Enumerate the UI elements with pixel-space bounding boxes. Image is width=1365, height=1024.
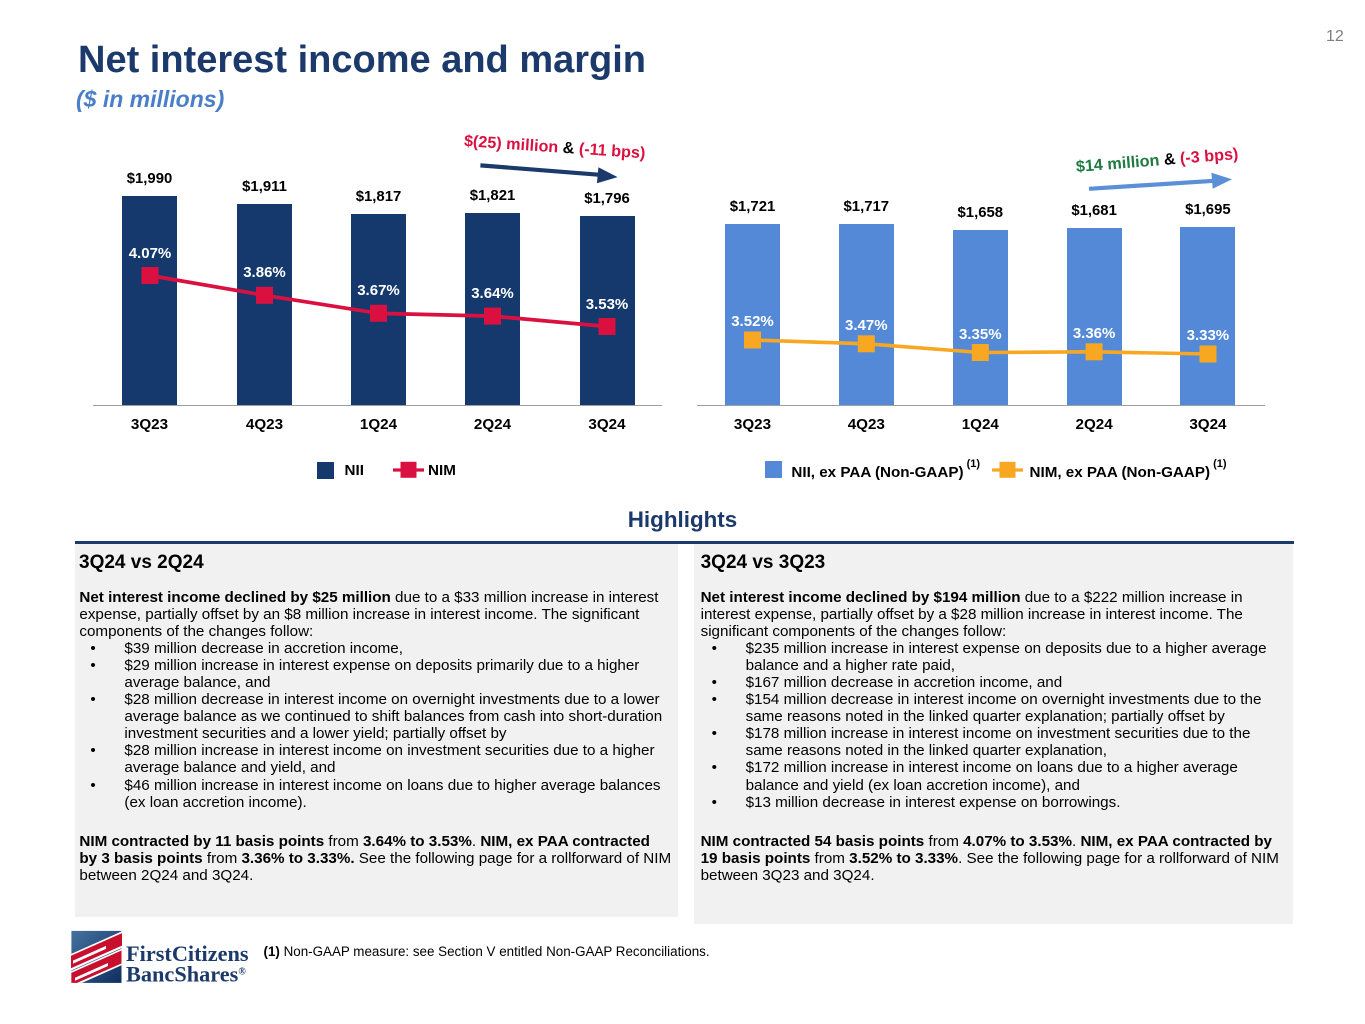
svg-text:FirstCitizens: FirstCitizens <box>126 941 249 966</box>
svg-text:BancShares®: BancShares® <box>126 962 246 987</box>
